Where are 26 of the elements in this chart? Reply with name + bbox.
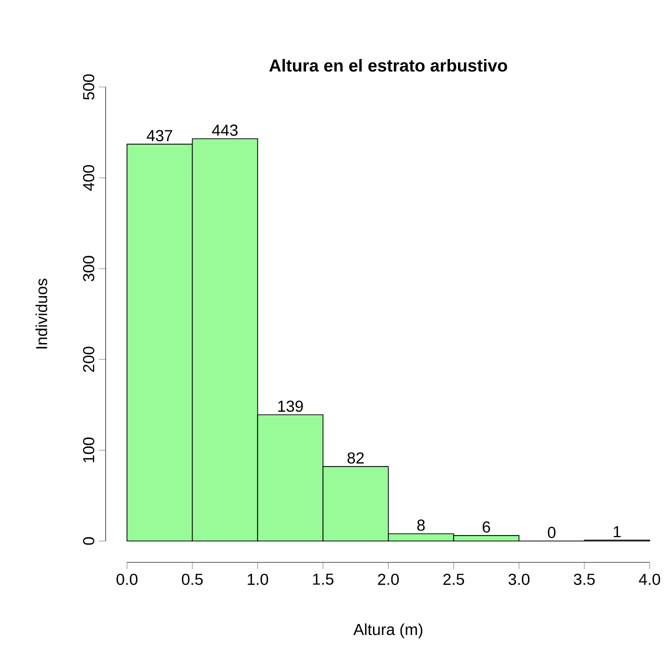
data-label: 0	[548, 526, 556, 538]
data-label: 82	[347, 452, 364, 464]
x-tick-label: 2.0	[378, 574, 399, 585]
data-label: 139	[278, 400, 303, 412]
y-axis-title: Individuos	[36, 278, 48, 348]
data-label: 437	[146, 130, 172, 142]
x-tick-label: 0.5	[182, 574, 203, 585]
y-tick-label: 200	[83, 346, 94, 372]
x-tick-label: 3.0	[508, 574, 530, 585]
y-tick-label: 400	[83, 165, 94, 191]
chart-title: Altura en el estrato arbustivo	[269, 58, 508, 72]
x-tick-label: 1.5	[313, 574, 334, 585]
y-tick-label: 100	[83, 438, 94, 462]
y-tick-label: 500	[83, 74, 94, 100]
x-tick-label: 4.0	[638, 574, 660, 585]
y-tick-label: 300	[83, 256, 94, 282]
y-tick-label: 0	[83, 537, 94, 545]
x-tick-label: 2.5	[443, 574, 464, 585]
data-label: 6	[482, 521, 490, 533]
data-label: 8	[417, 520, 425, 531]
x-tick-label: 3.5	[574, 574, 595, 585]
x-tick-label: 0.0	[116, 574, 138, 585]
data-label: 443	[212, 124, 238, 136]
x-tick-label: 1.0	[248, 574, 268, 585]
data-label: 1	[614, 526, 621, 538]
x-axis-title: Altura (m)	[353, 623, 422, 638]
